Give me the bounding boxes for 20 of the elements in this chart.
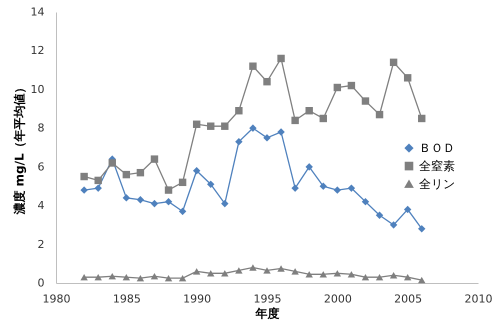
x-tick-label: 1990 <box>183 292 212 306</box>
x-tick-label: 2000 <box>324 292 352 306</box>
x-tick-label: 1985 <box>112 292 141 306</box>
y-tick-label: 14 <box>30 6 44 18</box>
x-tick-label: 2005 <box>394 292 422 306</box>
x-tick-label: 2010 <box>464 292 492 306</box>
x-axis-title: 年度 <box>254 306 280 320</box>
y-tick-label: 4 <box>38 199 44 212</box>
y-tick-label: 8 <box>38 122 44 135</box>
y-tick-label: 10 <box>30 82 44 96</box>
x-tick-label: 1995 <box>254 292 282 306</box>
y-tick-label: 6 <box>38 160 44 174</box>
y-axis-title: 濃度 mg/L（年平均値） <box>12 81 27 216</box>
legend-label: 全窒素 <box>419 159 455 174</box>
y-tick-label: 2 <box>38 238 44 251</box>
y-tick-label: 0 <box>38 276 44 290</box>
legend-label: 全リン <box>419 177 455 192</box>
y-tick-label: 12 <box>30 44 44 58</box>
legend-label: ＢＯＤ <box>419 141 455 156</box>
x-tick-label: 1980 <box>42 292 70 306</box>
